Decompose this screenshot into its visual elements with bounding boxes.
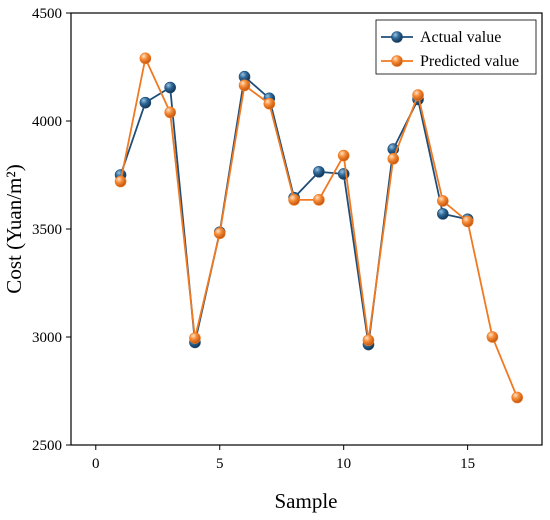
legend: Actual value Predicted value [375, 19, 537, 75]
data-point [412, 89, 424, 101]
data-point [437, 195, 449, 207]
data-point [486, 331, 499, 343]
data-point [511, 391, 524, 404]
series-line [119, 55, 519, 398]
series-layer [114, 52, 524, 404]
data-point [139, 52, 152, 65]
legend-box [375, 19, 537, 75]
data-point [189, 332, 201, 344]
data-point [238, 79, 251, 92]
x-axis-title: Sample [275, 489, 338, 513]
data-point [362, 334, 375, 347]
y-tick-label: 4000 [32, 114, 62, 130]
y-tick-label: 2500 [32, 438, 62, 454]
data-point [213, 227, 226, 240]
x-tick-label: 5 [216, 456, 224, 472]
legend-label: Actual value [420, 29, 501, 46]
data-point [164, 106, 176, 119]
data-point [313, 194, 325, 206]
data-point [313, 165, 325, 178]
legend-items: Actual value Predicted value [381, 29, 519, 70]
x-tick-label: 15 [460, 456, 475, 472]
data-point [437, 208, 449, 220]
y-tick-label: 3500 [32, 222, 62, 238]
data-point [461, 215, 474, 228]
legend-label: Predicted value [420, 53, 519, 70]
x-tick-label: 10 [336, 456, 351, 472]
x-tick-label: 0 [92, 456, 100, 472]
y-tick-label: 3000 [32, 330, 62, 346]
data-point [337, 149, 350, 162]
y-axis-title: Cost (Yuan/m²) [2, 164, 26, 293]
y-tick-label: 4500 [32, 6, 62, 22]
legend-marker [391, 55, 403, 67]
legend-marker [391, 31, 403, 43]
legend-item: Actual value [381, 29, 501, 46]
data-point [114, 175, 127, 188]
data-point [263, 97, 276, 110]
series-predicted [114, 52, 524, 404]
y-axis-ticks: 2500 3000 3500 4000 4500 [32, 6, 71, 454]
data-point [288, 194, 300, 206]
data-point [164, 81, 176, 94]
legend-item: Predicted value [381, 53, 519, 70]
data-point [387, 153, 400, 165]
data-point [139, 96, 152, 109]
x-axis-ticks: 0 5 10 15 [92, 445, 475, 472]
